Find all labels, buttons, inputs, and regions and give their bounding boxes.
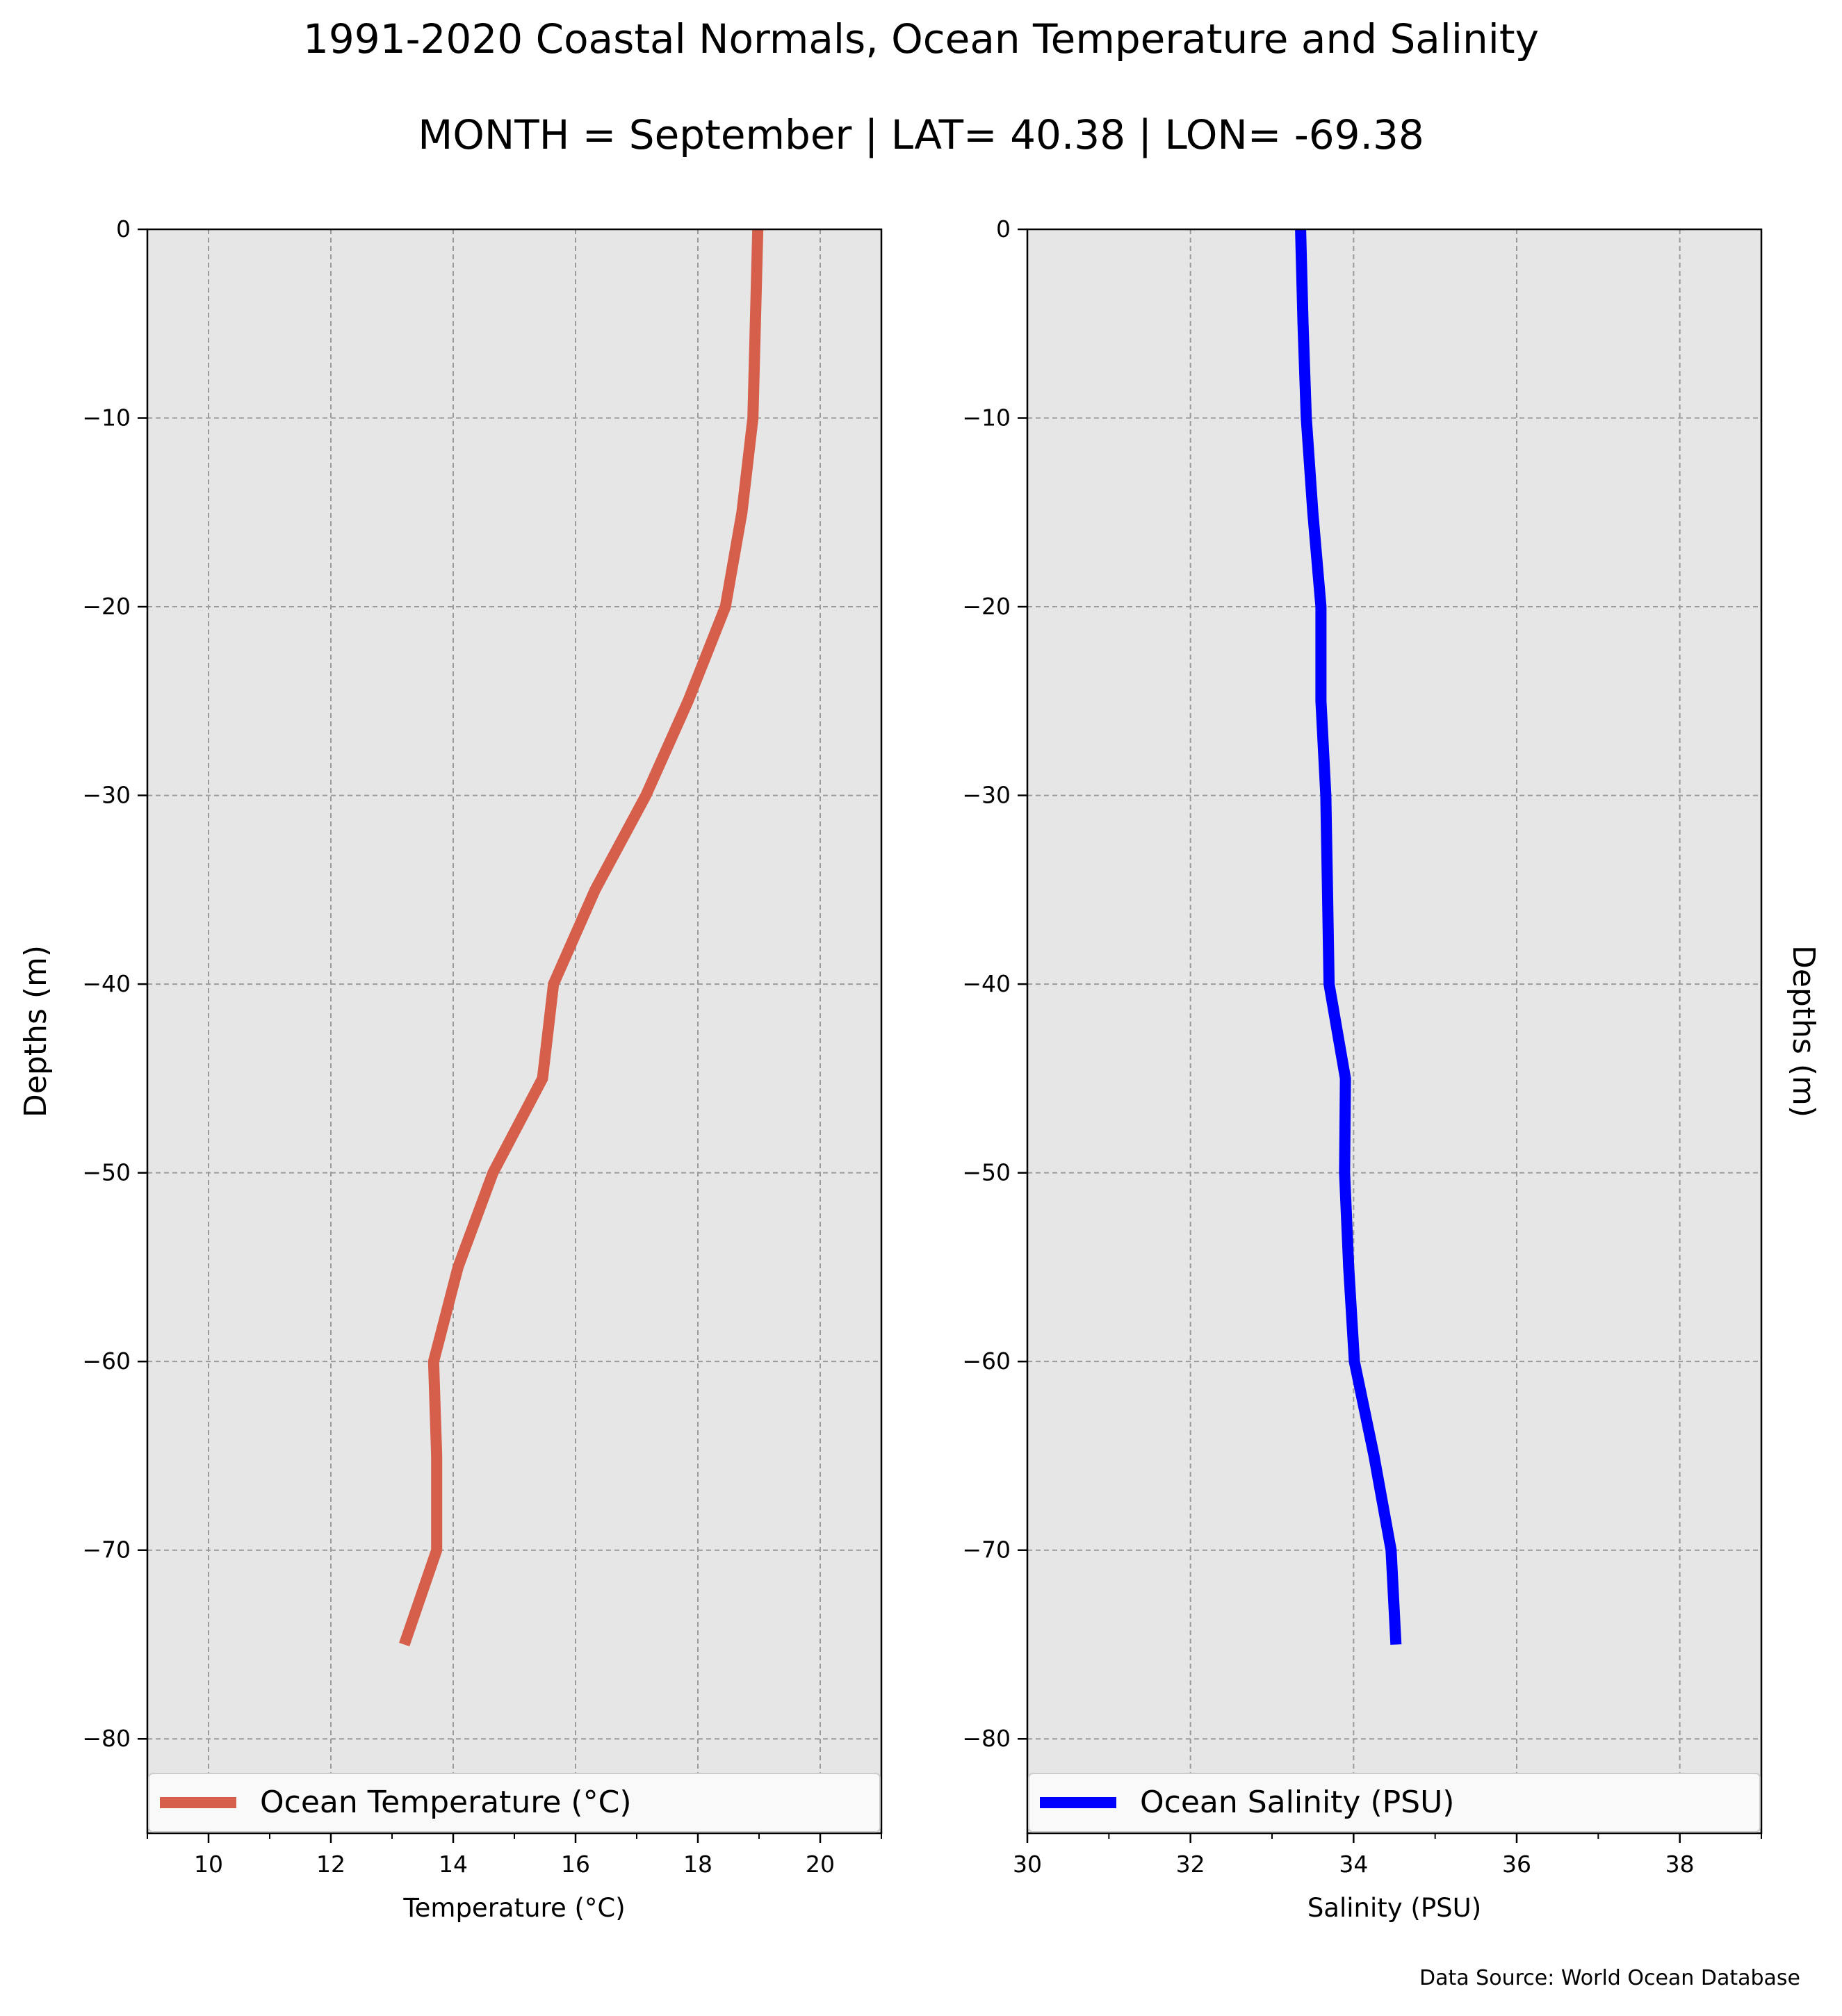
y-axis-label: Depths (m) bbox=[1786, 945, 1821, 1117]
y-tick-label: −80 bbox=[82, 1725, 131, 1752]
x-tick-label: 12 bbox=[316, 1851, 345, 1878]
legend-box bbox=[148, 1773, 881, 1833]
y-tick-label: 0 bbox=[116, 215, 131, 243]
series-line bbox=[1295, 229, 1402, 1645]
y-tick-label: 0 bbox=[996, 215, 1011, 243]
x-axis-label: Temperature (°C) bbox=[402, 1893, 625, 1923]
y-tick-label: −50 bbox=[82, 1159, 131, 1186]
x-tick-label: 18 bbox=[683, 1851, 712, 1878]
x-tick-label: 14 bbox=[439, 1851, 468, 1878]
y-tick-label: −80 bbox=[962, 1725, 1011, 1752]
y-tick-label: −40 bbox=[962, 970, 1011, 997]
temperature-panel: 0 −10 −20 −30 −40 −50 −60 −70 −80 10 12 14 16 18 20 Tem… bbox=[18, 215, 883, 1923]
x-tick-label: 34 bbox=[1339, 1851, 1368, 1878]
x-tick-label: 30 bbox=[1013, 1851, 1042, 1878]
salinity-panel: 0 −10 −20 −30 −40 −50 −60 −70 −80 30 32 34 36 38 Salin… bbox=[962, 215, 1821, 1923]
y-tick-label: −60 bbox=[82, 1347, 131, 1375]
y-axis-label: Depths (m) bbox=[18, 945, 54, 1117]
legend-label: Ocean Temperature (°C) bbox=[260, 1785, 632, 1820]
x-axis-label: Salinity (PSU) bbox=[1307, 1893, 1481, 1923]
x-tick-label: 36 bbox=[1502, 1851, 1531, 1878]
x-tick-label: 20 bbox=[806, 1851, 835, 1878]
x-tick-label: 38 bbox=[1665, 1851, 1695, 1878]
y-tick-label: −10 bbox=[82, 404, 131, 432]
y-tick-label: −40 bbox=[82, 970, 131, 997]
y-tick-label: −30 bbox=[82, 782, 131, 809]
figure-subtitle: MONTH = September | LAT= 40.38 | LON= -6… bbox=[418, 111, 1424, 158]
y-tick-label: −50 bbox=[962, 1159, 1011, 1186]
x-tick-label: 10 bbox=[194, 1851, 223, 1878]
plot-frame bbox=[1026, 228, 1763, 1835]
y-tick-label: −30 bbox=[962, 782, 1011, 809]
data-source-note: Data Source: World Ocean Database bbox=[1419, 1966, 1800, 1990]
x-tick-label: 16 bbox=[561, 1851, 590, 1878]
series-line bbox=[399, 229, 764, 1647]
y-tick-label: −70 bbox=[82, 1536, 131, 1564]
y-tick-label: −70 bbox=[962, 1536, 1011, 1564]
figure-title: 1991-2020 Coastal Normals, Ocean Tempera… bbox=[303, 15, 1539, 63]
x-tick-label: 32 bbox=[1176, 1851, 1205, 1878]
y-tick-label: −60 bbox=[962, 1347, 1011, 1375]
legend-box bbox=[1028, 1773, 1761, 1833]
plot-area bbox=[147, 229, 881, 1833]
y-tick-label: −20 bbox=[962, 593, 1011, 620]
y-tick-label: −10 bbox=[962, 404, 1011, 432]
y-tick-label: −20 bbox=[82, 593, 131, 620]
legend-label: Ocean Salinity (PSU) bbox=[1140, 1785, 1454, 1820]
